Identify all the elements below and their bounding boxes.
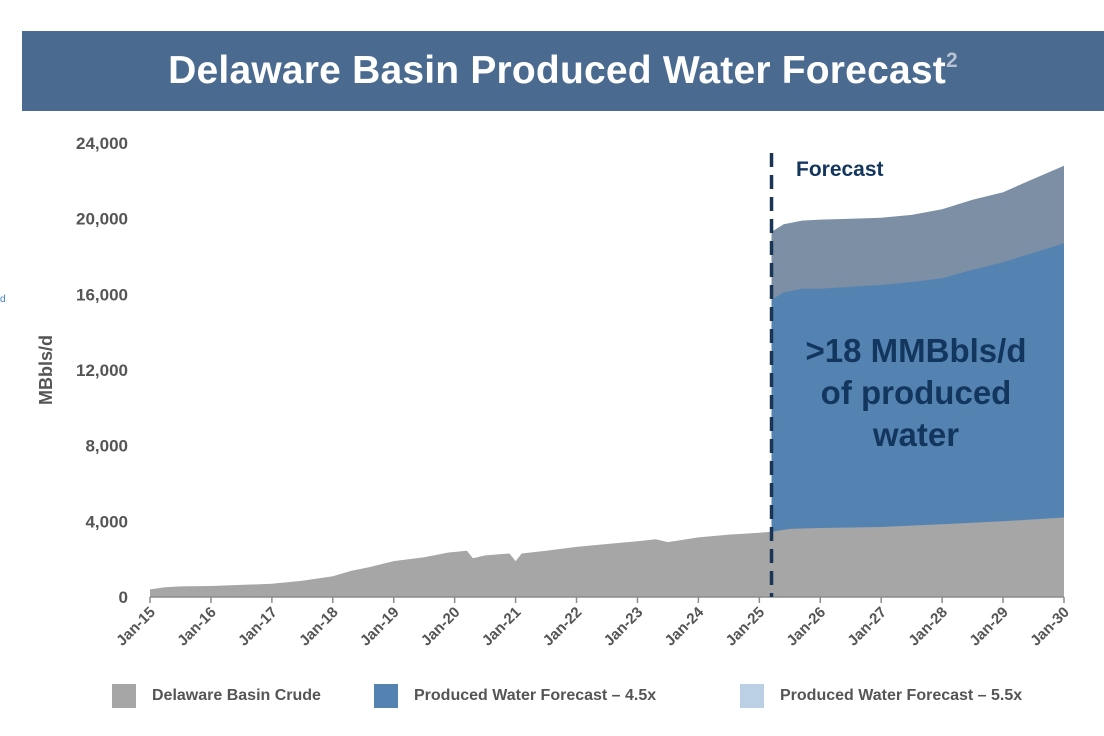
annotation-line: of produced [821,374,1012,411]
legend-swatch-water-55 [740,684,764,708]
legend-item-water-55: Produced Water Forecast – 5.5x [740,684,1022,708]
x-tick-label: Jan-15 [113,604,159,650]
x-tick-label: Jan-19 [357,604,403,650]
series-area-water-45 [771,243,1064,598]
x-tick-label: Jan-27 [844,604,890,650]
chart-legend: Delaware Basin Crude Produced Water Fore… [0,684,1104,712]
x-tick-label: Jan-20 [418,604,464,650]
y-tick-label: 24,000 [76,134,128,153]
legend-item-crude: Delaware Basin Crude [112,684,321,708]
x-tick-label: Jan-26 [783,604,829,650]
y-tick-label: 12,000 [76,361,128,380]
x-tick-label: Jan-25 [723,604,769,650]
annotation-line: water [872,416,959,453]
x-tick-label: Jan-24 [662,603,708,649]
y-tick-label: 8,000 [85,437,128,456]
title-superscript: 2 [945,49,958,72]
x-tick-label: Jan-22 [540,604,586,650]
y-tick-label: 0 [119,588,128,607]
legend-label-water-45: Produced Water Forecast – 4.5x [414,687,657,704]
x-tick-label: Jan-18 [296,604,342,650]
title-banner: Delaware Basin Produced Water Forecast2 [22,31,1104,111]
legend-label-crude: Delaware Basin Crude [152,687,321,704]
x-tick-label: Jan-28 [905,604,951,650]
edge-text-fragment: d [0,294,6,305]
y-tick-label: 20,000 [76,210,128,229]
legend-swatch-water-45 [374,684,398,708]
y-tick-label: 4,000 [85,512,128,531]
chart-canvas: 0 4,000 8,000 12,000 16,000 20,000 24,000 MBbls… [36,134,1073,650]
legend-item-water-45: Produced Water Forecast – 4.5x [374,684,656,708]
legend-swatch-crude [112,684,136,708]
annotation-line: >18 MMBbls/d [806,332,1027,369]
x-tick-label: Jan-23 [601,604,647,650]
legend-label-water-55: Produced Water Forecast – 5.5x [780,687,1023,704]
x-tick-label: Jan-29 [966,604,1012,650]
forecast-label: Forecast [796,158,884,181]
chart-title: Delaware Basin Produced Water Forecast2 [168,49,958,92]
series-area-crude [150,517,1064,597]
x-tick-label: Jan-21 [479,604,525,650]
x-tick-label: Jan-16 [174,604,220,650]
x-tick-label: Jan-30 [1027,604,1073,650]
x-tick-label: Jan-17 [235,604,281,650]
y-tick-label: 16,000 [76,285,128,304]
y-axis-label: MBbls/d [36,335,56,405]
